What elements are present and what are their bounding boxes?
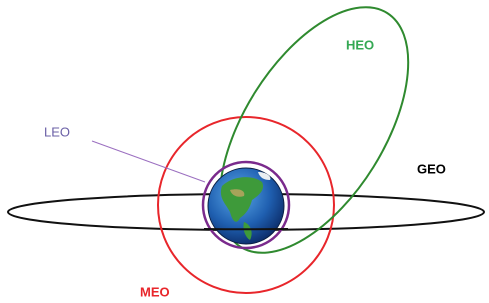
earth: [208, 168, 284, 244]
geo-label: GEO: [417, 161, 446, 176]
heo-label: HEO: [346, 37, 374, 52]
meo-label: MEO: [140, 284, 170, 299]
leo-label: LEO: [44, 124, 70, 139]
orbit-diagram: HEO LEO GEO MEO: [0, 0, 489, 303]
leo-pointer: [92, 141, 205, 182]
